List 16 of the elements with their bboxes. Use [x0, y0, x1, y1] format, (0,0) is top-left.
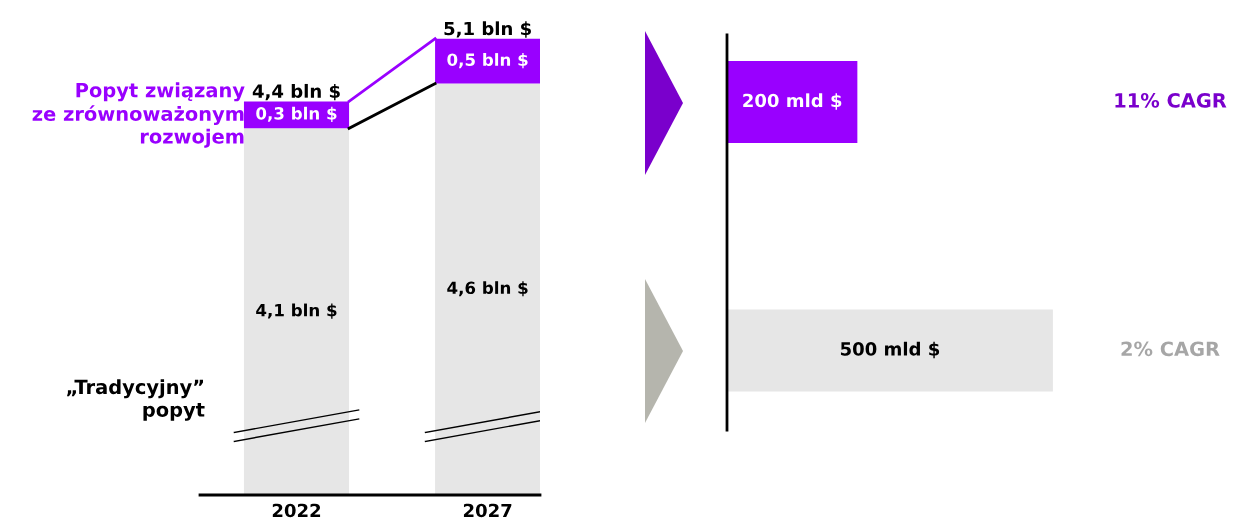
- data-label: 0,5 bln $: [447, 53, 528, 69]
- data-label: 200 mld $: [743, 93, 842, 110]
- data-label: 4,1 bln $: [256, 303, 337, 319]
- x-tick-label: 2022: [272, 503, 321, 518]
- bar: [243, 128, 350, 495]
- text: 2% CAGR: [1121, 341, 1220, 357]
- data-label: 500 mld $: [840, 341, 940, 359]
- text: „Tradycyjny” popyt: [66, 379, 205, 421]
- text: 11% CAGR: [1115, 93, 1227, 108]
- x-tick-label: 2027: [463, 503, 512, 518]
- series-label: Popyt związany ze zrównoważonym rozwojem: [32, 82, 245, 148]
- bar: [435, 83, 540, 495]
- data-label: 0,3 bln $: [256, 106, 337, 122]
- total-label: 5,1 bln $: [444, 21, 531, 38]
- data-label: 4,6 bln $: [447, 281, 528, 297]
- total-label: 4,4 bln $: [252, 83, 340, 101]
